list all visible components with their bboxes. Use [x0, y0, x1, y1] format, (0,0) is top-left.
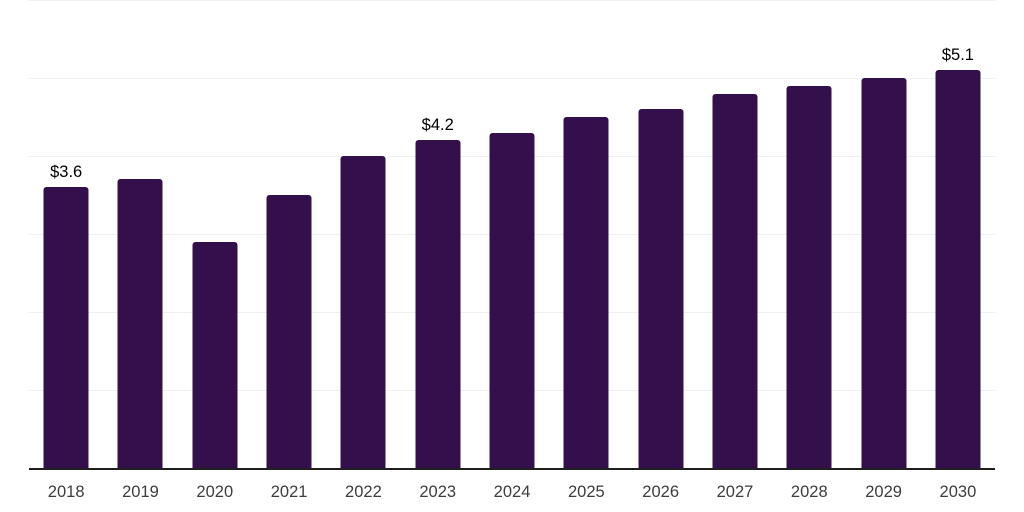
bar-band-2018: $3.6 [29, 0, 103, 468]
bar-2023 [415, 140, 461, 468]
bar-band-2023: $4.2 [401, 0, 475, 468]
x-tick-label-2025: 2025 [567, 483, 605, 501]
bar-2026 [638, 109, 684, 468]
x-tick-label-2023: 2023 [419, 483, 457, 501]
bar-band-2027 [698, 0, 772, 468]
bar-2020 [192, 241, 238, 468]
bar-band-2020 [178, 0, 252, 468]
gridline [29, 0, 995, 1]
bar-band-2030: $5.1 [921, 0, 995, 468]
bar-value-label-2030: $5.1 [941, 45, 974, 64]
bar-2025 [563, 117, 609, 468]
bar-2018 [43, 187, 89, 468]
gridline [29, 78, 995, 79]
bar-band-2029 [846, 0, 920, 468]
bar-band-2019 [103, 0, 177, 468]
x-tick-label-2028: 2028 [790, 483, 828, 501]
bar-2030 [935, 70, 981, 468]
x-tick-label-2030: 2030 [939, 483, 977, 501]
bar-2022 [340, 156, 386, 468]
x-tick-label-2026: 2026 [642, 483, 680, 501]
bar-band-2028 [772, 0, 846, 468]
bar-band-2026 [624, 0, 698, 468]
x-tick-label-2021: 2021 [270, 483, 308, 501]
x-axis-labels: 2018 2019 2020 2021 2022 2023 2024 2025 2026 2027… [29, 474, 995, 508]
x-tick-label-2022: 2022 [345, 483, 382, 501]
bar-2019 [117, 179, 163, 468]
bar-band-2022 [326, 0, 400, 468]
bar-band-2025 [549, 0, 623, 468]
bar-2024 [489, 132, 535, 468]
bars: $3.6 $4.2 $5.1 [29, 0, 995, 468]
bar-2028 [786, 85, 832, 468]
x-tick-label-2018: 2018 [47, 483, 85, 501]
bar-band-2024 [475, 0, 549, 468]
bar-band-2021 [252, 0, 326, 468]
x-tick-label-2020: 2020 [196, 483, 234, 501]
bar-value-label-2023: $4.2 [421, 115, 454, 134]
bar-2027 [712, 93, 758, 468]
bar-2029 [861, 78, 907, 468]
x-tick-label-2024: 2024 [493, 483, 531, 501]
bar-value-label-2018: $3.6 [50, 162, 83, 181]
plot-area: $3.6 $4.2 $5.1 [29, 0, 995, 470]
bar-2021 [266, 195, 312, 468]
x-tick-label-2019: 2019 [122, 483, 159, 501]
x-tick-label-2027: 2027 [716, 483, 754, 501]
x-tick-label-2029: 2029 [865, 483, 902, 501]
